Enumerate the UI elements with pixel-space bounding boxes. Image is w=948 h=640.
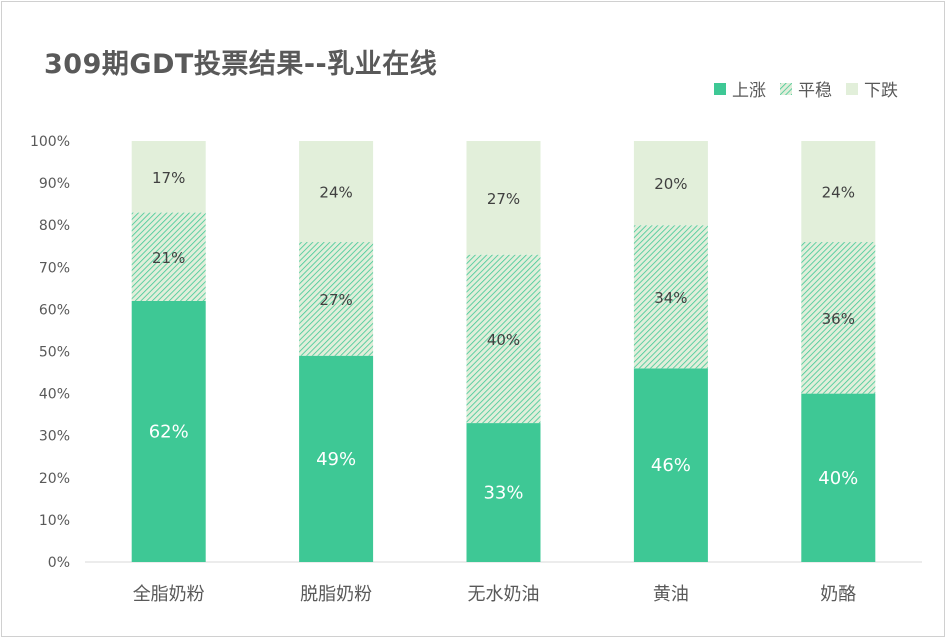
data-label-up: 33% [483, 483, 523, 504]
legend-item-up: 上涨 [714, 76, 766, 101]
data-label-up: 46% [651, 455, 691, 476]
bar-segment-flat [131, 212, 206, 301]
bar-segment-flat [466, 254, 541, 424]
y-tick-label: 10% [39, 513, 70, 529]
y-tick-label: 50% [39, 345, 70, 361]
bar-segment-up [801, 393, 876, 562]
x-tick-label: 脱脂奶粉 [300, 584, 372, 605]
legend-label-down: 下跌 [864, 81, 898, 101]
legend-label-flat: 平稳 [798, 81, 832, 101]
legend-item-down: 下跌 [846, 76, 898, 101]
data-label-down: 24% [822, 184, 855, 202]
y-tick-label: 30% [39, 429, 70, 445]
data-label-flat: 21% [152, 249, 185, 267]
y-tick-label: 70% [39, 260, 70, 276]
y-tick-label: 100% [30, 134, 70, 150]
data-label-up: 49% [316, 449, 356, 470]
bar-segment-up [299, 355, 374, 562]
bar-segment-flat [801, 242, 876, 394]
bar-segment-up [466, 423, 541, 562]
data-label-flat: 27% [319, 291, 352, 309]
data-label-flat: 40% [487, 331, 520, 349]
legend-swatch-down [846, 82, 858, 95]
data-label-flat: 34% [654, 289, 687, 307]
y-tick-label: 90% [39, 176, 70, 192]
bar-segment-flat [299, 242, 374, 356]
data-label-up: 40% [818, 468, 858, 489]
legend-swatch-flat [780, 82, 792, 95]
chart-title: 309期GDT投票结果--乳业在线 [44, 49, 438, 80]
legend-item-flat: 平稳 [780, 76, 832, 101]
y-tick-label: 20% [39, 471, 70, 487]
bar-segment-up [633, 368, 708, 562]
bar-segment-down [633, 141, 708, 226]
x-tick-label: 无水奶油 [468, 584, 540, 605]
bar-segment-flat [633, 225, 708, 369]
legend-swatch-up [714, 82, 726, 95]
data-label-down: 24% [319, 184, 352, 202]
x-tick-label: 黄油 [653, 584, 689, 605]
data-label-down: 17% [152, 169, 185, 187]
data-label-flat: 36% [822, 310, 855, 328]
y-tick-label: 80% [39, 218, 70, 234]
data-label-up: 62% [149, 421, 189, 442]
y-tick-label: 60% [39, 302, 70, 318]
chart-legend: 上涨 平稳 下跌 [714, 76, 898, 101]
bar-segment-down [801, 141, 876, 243]
y-tick-label: 0% [48, 555, 70, 571]
bar-segment-down [131, 141, 206, 213]
data-label-down: 27% [487, 190, 520, 208]
legend-label-up: 上涨 [732, 81, 766, 101]
bar-segment-down [299, 141, 374, 243]
x-tick-label: 奶酪 [820, 584, 856, 605]
y-tick-label: 40% [39, 387, 70, 403]
data-label-down: 20% [654, 175, 687, 193]
bar-segment-down [466, 141, 541, 255]
bar-segment-up [131, 300, 206, 562]
x-tick-label: 全脂奶粉 [133, 584, 205, 605]
